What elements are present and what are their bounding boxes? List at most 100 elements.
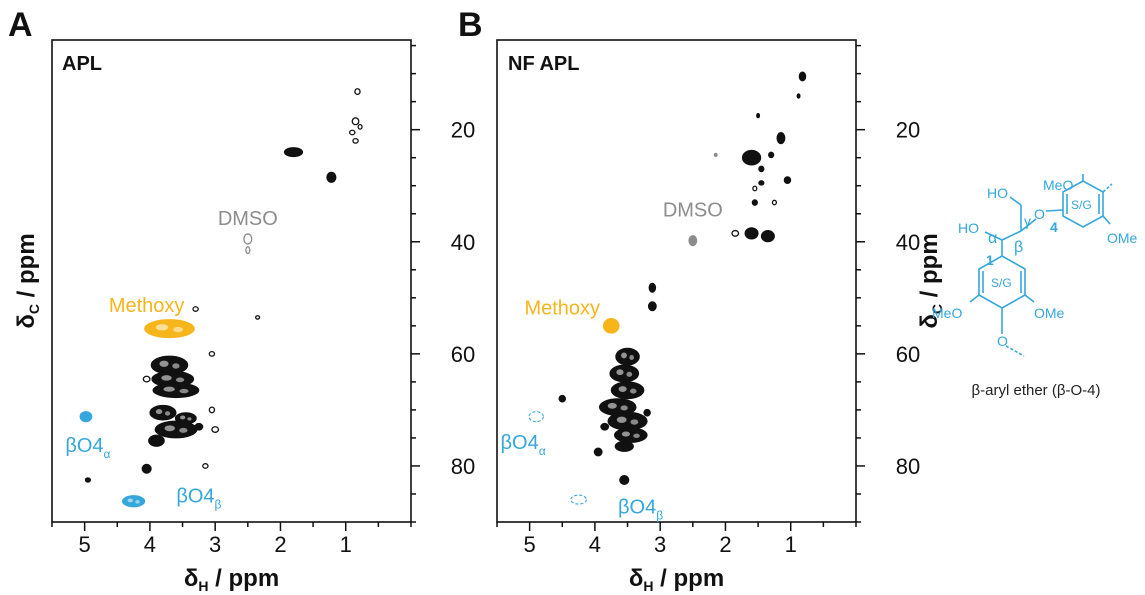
- contour-peak: [619, 474, 630, 485]
- contour-peak: [141, 463, 152, 474]
- alpha-oh-bond: [984, 231, 1003, 241]
- contour-peak: [528, 411, 544, 423]
- panel-a: A APL DMSO Methoxy βO4α βO4β 5 4 3 2 1 20 40 60 80…: [8, 6, 475, 594]
- y-tick-label: 40: [451, 230, 475, 255]
- contour-peak: [208, 350, 216, 357]
- panel-a-sample-name: APL: [62, 53, 102, 75]
- contour-peak: [760, 230, 775, 243]
- contour-peak: [796, 93, 801, 99]
- contour-peak: [783, 176, 792, 184]
- contour-peak: [768, 151, 775, 159]
- label-gamma: γ: [1024, 213, 1031, 229]
- contour-peak: [208, 406, 216, 414]
- panel-a-x-axis-label: δH / ppm: [184, 565, 279, 594]
- ome-bond-bottom: [1024, 294, 1035, 303]
- contour-peak: [758, 165, 765, 173]
- label-alpha: α: [988, 230, 997, 247]
- contour-peak: [609, 364, 640, 383]
- contour-peak: [79, 411, 93, 423]
- contour-peak: [610, 381, 645, 400]
- meo-bond-bottom: [969, 294, 980, 303]
- gamma-bond: [1009, 196, 1022, 206]
- y-tick-label: 60: [451, 342, 475, 367]
- label-o-link: O: [1034, 206, 1045, 222]
- contour-peak: [600, 422, 610, 431]
- contour-peak: [598, 398, 637, 417]
- panel-a-contours: [79, 88, 363, 508]
- contour-peak: [84, 477, 92, 483]
- contour-peak: [243, 233, 253, 245]
- panel-a-x-ticks: 5 4 3 2 1: [51, 522, 412, 557]
- annotation-methoxy: Methoxy: [524, 298, 600, 320]
- contour-peak: [149, 404, 177, 421]
- contour-peak: [142, 375, 151, 383]
- annotation-bo4a: βO4α: [501, 432, 546, 458]
- x-tick-label: 5: [79, 532, 91, 557]
- contour-peak: [688, 235, 698, 247]
- x-tick-label: 3: [209, 532, 221, 557]
- panel-b-y-ticks: 20 40 60 80: [856, 44, 920, 523]
- contour-peak: [558, 394, 567, 403]
- contour-peak: [613, 427, 648, 443]
- contour-peak: [150, 355, 189, 375]
- contour-peak: [607, 411, 648, 431]
- label-four: 4: [1050, 219, 1058, 235]
- annotation-bo4b: βO4β: [618, 497, 663, 523]
- panel-b-x-ticks: 5 4 3 2 1: [496, 522, 857, 557]
- y-tick-label: 40: [896, 230, 920, 255]
- annotation-dmso: DMSO: [218, 208, 278, 230]
- contour-peak: [352, 137, 359, 144]
- contour-peak: [245, 246, 251, 255]
- o-bottom-link-dash: [1005, 345, 1025, 357]
- panel-a-y-axis-label: δC / ppm: [13, 233, 42, 328]
- annotation-dmso: DMSO: [663, 200, 723, 222]
- contour-peak: [154, 420, 198, 439]
- contour-peak: [752, 185, 758, 192]
- contour-peak: [354, 88, 361, 96]
- panel-b: B NF APL DMSO Methoxy βO4α βO4β 5 4 3 2 1 20 40 6…: [458, 6, 945, 594]
- annotation-methoxy: Methoxy: [109, 295, 185, 317]
- label-meo-bottom: MeO: [932, 305, 962, 321]
- structure-labels: HO MeO γ HO α β O 4 S/G OMe 1 S/G MeO OM…: [932, 177, 1138, 349]
- contour-peak: [593, 447, 603, 457]
- x-tick-label: 2: [274, 532, 286, 557]
- contour-peak: [614, 440, 634, 452]
- contour-peak: [152, 386, 161, 394]
- y-tick-label: 20: [896, 118, 920, 143]
- contour-peak: [648, 282, 657, 293]
- panel-b-x-axis-label: δH / ppm: [629, 565, 724, 594]
- label-ome-right: OMe: [1107, 230, 1138, 246]
- contour-peak: [255, 315, 261, 320]
- label-o-bottom: O: [997, 333, 1008, 349]
- panel-b-frame: [496, 39, 857, 523]
- contour-peak: [751, 199, 758, 206]
- panel-b-sample-name: NF APL: [508, 53, 579, 75]
- label-ho-left: HO: [958, 220, 979, 236]
- panel-b-contours: [528, 71, 807, 505]
- contour-peak: [758, 180, 765, 186]
- contour-peak: [602, 318, 620, 334]
- alpha-beta-bond: [1001, 230, 1022, 241]
- contour-peak: [202, 463, 209, 469]
- contour-peak: [192, 306, 199, 312]
- contour-peak: [731, 229, 740, 237]
- contour-peak: [741, 149, 762, 166]
- upper-ring-link-dash: [1102, 183, 1113, 193]
- contour-peak: [771, 199, 778, 206]
- contour-peak: [144, 319, 195, 339]
- panel-b-y-axis-label: δC / ppm: [916, 233, 945, 328]
- contour-peak: [194, 422, 204, 431]
- contour-peak: [357, 123, 363, 130]
- label-ome-bottom: OMe: [1034, 305, 1065, 321]
- panel-a-letter: A: [8, 6, 33, 44]
- label-ho-top: HO: [987, 185, 1008, 201]
- x-tick-label: 1: [785, 532, 797, 557]
- contour-peak: [351, 117, 360, 126]
- y-tick-label: 20: [451, 118, 475, 143]
- structure-caption: β-aryl ether (β-O-4): [972, 382, 1101, 399]
- y-tick-label: 60: [896, 342, 920, 367]
- ome-bond-right: [1102, 215, 1111, 225]
- contour-peak: [121, 495, 146, 508]
- x-tick-label: 5: [524, 532, 536, 557]
